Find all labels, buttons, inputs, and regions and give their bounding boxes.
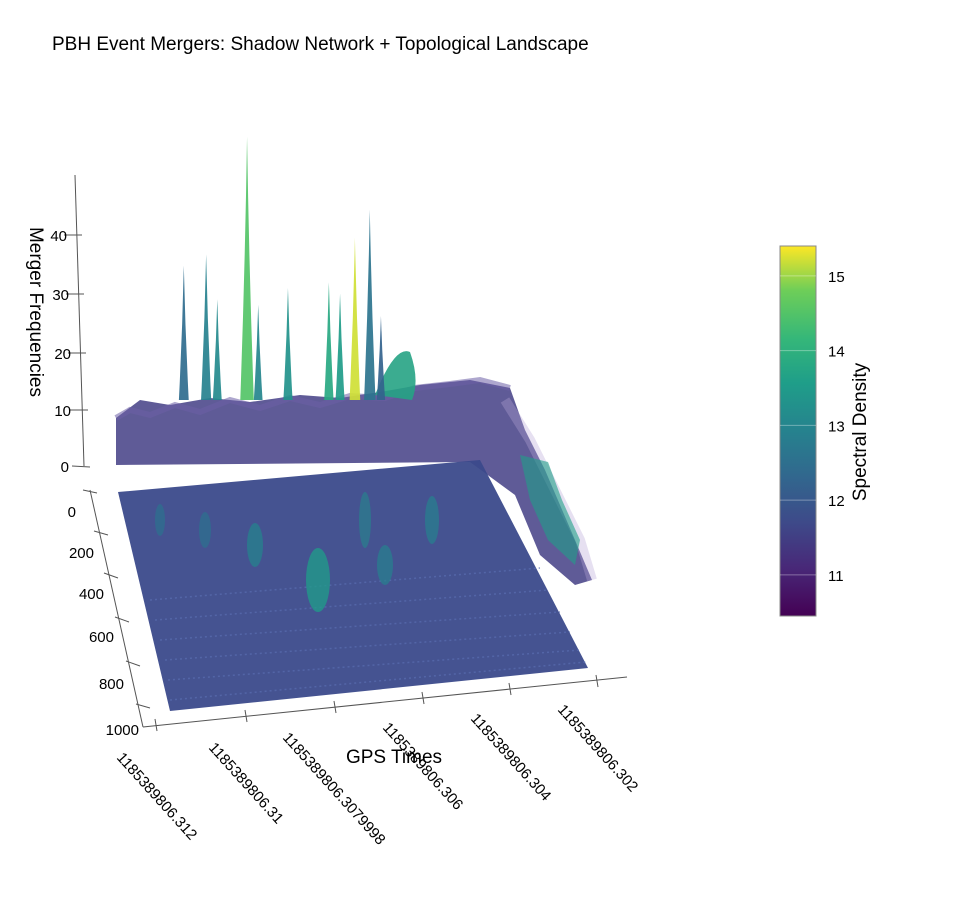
z-axis-title: Merger Frequencies xyxy=(25,227,46,397)
colorbar-title: Spectral Density xyxy=(850,362,871,501)
z-tick-label: 0 xyxy=(61,459,69,476)
y-tick-label: 200 xyxy=(69,545,94,562)
landscape-peak xyxy=(178,265,189,400)
colorbar-tick-label: 12 xyxy=(828,493,845,510)
y-tick-mark xyxy=(103,572,119,579)
chart-title: PBH Event Mergers: Shadow Network + Topo… xyxy=(52,34,589,55)
shadow-blob-6 xyxy=(155,504,165,536)
colorbar-ticks: 11 12 13 14 15 xyxy=(780,269,845,585)
x-tick-mark xyxy=(421,691,425,705)
landscape-peak xyxy=(349,237,361,400)
x-tick-label: 1185389806.302 xyxy=(554,701,641,795)
y-tick-label: 400 xyxy=(79,586,104,603)
z-tick-label: 20 xyxy=(54,346,71,363)
z-tick-label: 40 xyxy=(50,228,67,245)
landscape-peak xyxy=(364,209,376,400)
landscape-peak xyxy=(240,136,254,401)
landscape-peak xyxy=(253,304,263,400)
z-tick-label: 30 xyxy=(52,287,69,304)
shadow-blob-2 xyxy=(247,523,263,567)
y-tick-label: 800 xyxy=(99,676,124,693)
landscape-green-mound xyxy=(375,351,416,400)
landscape-peak xyxy=(201,254,212,400)
x-tick-mark xyxy=(154,718,158,732)
landscape-peaks xyxy=(178,136,386,401)
colorbar-tick-label: 13 xyxy=(828,418,845,435)
z-axis-line xyxy=(74,174,85,467)
shadow-blob-3 xyxy=(377,545,393,585)
y-tick-label: 1000 xyxy=(106,722,139,739)
shadow-blob-7 xyxy=(359,492,371,548)
y-tick-mark xyxy=(93,530,109,536)
y-tick-label: 0 xyxy=(68,504,76,521)
z-tick-label: 10 xyxy=(54,403,71,420)
colorbar-tick-label: 14 xyxy=(828,344,845,361)
x-tick-mark xyxy=(333,700,337,714)
landscape-peak xyxy=(335,293,345,400)
z-axis-ticks: 0 10 20 30 40 xyxy=(50,228,91,476)
x-axis-title: GPS Times xyxy=(346,747,442,768)
landscape-body xyxy=(116,380,592,585)
x-tick-mark xyxy=(595,674,599,688)
x-tick-label: 1185389806.31 xyxy=(205,739,287,827)
x-tick-mark xyxy=(508,682,512,696)
landscape-peak xyxy=(324,282,334,400)
y-tick-mark xyxy=(82,489,98,494)
colorbar-tick-label: 11 xyxy=(828,568,844,585)
x-axis-line xyxy=(142,676,628,728)
shadow-network-stripes xyxy=(149,567,587,701)
x-tick-mark xyxy=(244,709,248,723)
y-tick-mark xyxy=(135,703,151,709)
landscape-peak xyxy=(212,299,222,400)
colorbar-tick-label: 15 xyxy=(828,269,845,286)
z-tick-mark xyxy=(71,465,91,468)
y-tick-label: 600 xyxy=(89,629,114,646)
shadow-blob-1 xyxy=(306,548,330,612)
y-tick-mark xyxy=(125,660,141,667)
colorbar: 11 12 13 14 15 Spectral Density xyxy=(779,245,871,617)
shadow-blob-4 xyxy=(425,496,439,544)
x-tick-label: 1185389806.304 xyxy=(467,710,554,804)
x-tick-label: 1185389806.312 xyxy=(113,749,200,843)
landscape-peak xyxy=(376,316,386,400)
landscape-peak xyxy=(283,288,293,400)
axes xyxy=(74,174,628,728)
colorbar-gradient xyxy=(779,245,817,617)
landscape-teal-fold xyxy=(520,455,580,565)
shadow-network-plane xyxy=(118,460,588,711)
y-axis-line xyxy=(89,489,144,728)
shadow-blob-5 xyxy=(199,512,211,548)
y-tick-mark xyxy=(114,616,130,623)
shadow-network-surface xyxy=(118,460,588,711)
y-axis-ticks: 0 200 400 600 800 1000 xyxy=(68,489,151,739)
